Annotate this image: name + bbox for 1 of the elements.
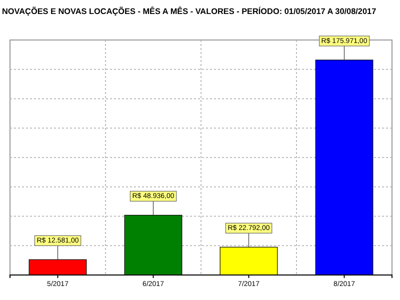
chart-title: NOVAÇÕES E NOVAS LOCAÇÕES - MÊS A MÊS - VALORES - PERÍODO: 01/05/2017 A 30/08/2017 — [2, 6, 377, 16]
